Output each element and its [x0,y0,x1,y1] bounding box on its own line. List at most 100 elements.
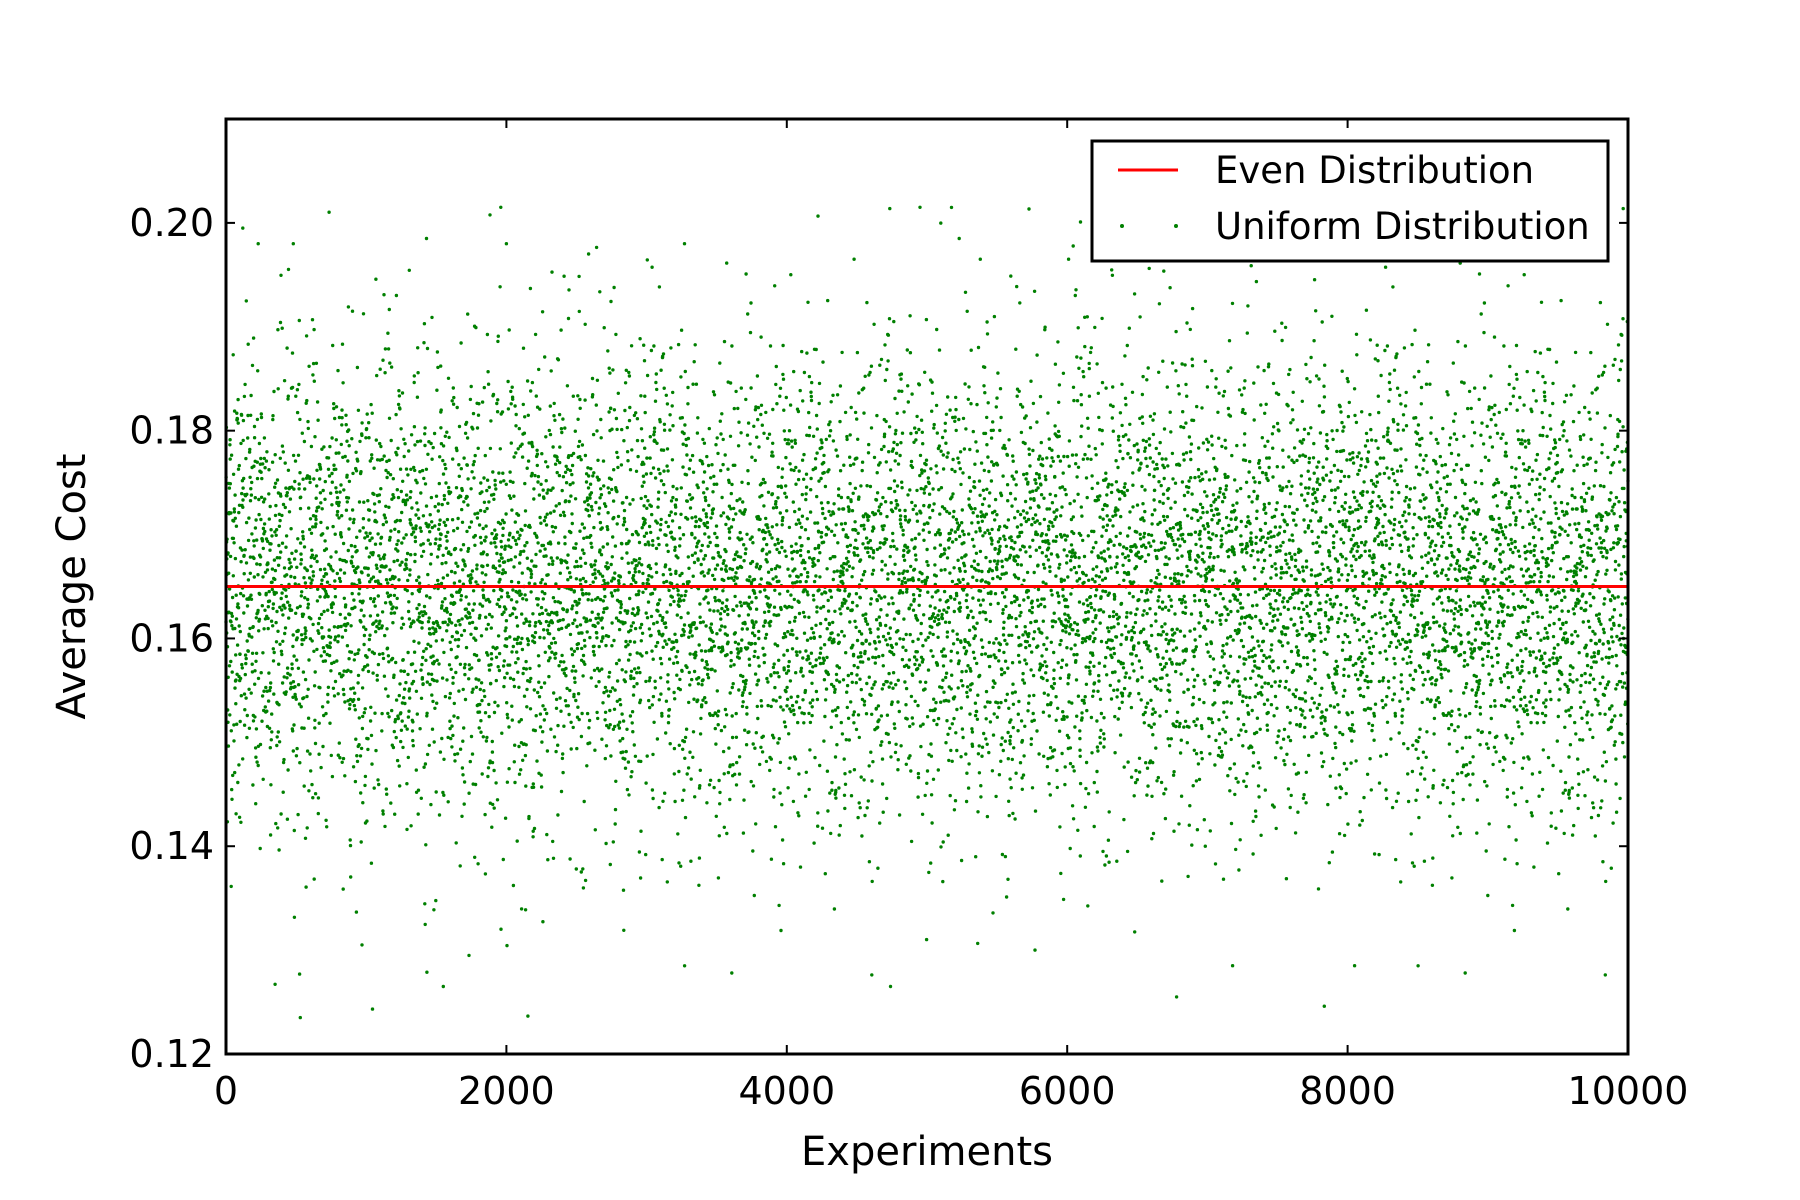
scatter-point [716,709,721,713]
scatter-point [383,371,387,375]
scatter-point [828,420,832,424]
scatter-point [463,564,467,568]
scatter-point [631,621,635,625]
scatter-point [373,510,377,514]
scatter-point [650,788,655,792]
scatter-point [343,628,348,633]
scatter-point [446,376,451,380]
scatter-point [322,574,326,579]
scatter-point [820,445,824,450]
scatter-point [474,638,478,642]
scatter-point [408,495,412,500]
scatter-point [550,621,555,625]
scatter-point [729,576,734,580]
scatter-point [856,531,860,535]
scatter-point [823,516,827,521]
scatter-point [460,520,465,524]
scatter-point [346,459,350,463]
scatter-point [749,301,753,305]
scatter-point [406,473,410,477]
scatter-point [301,477,305,481]
scatter-point [835,393,840,397]
scatter-point [656,609,660,613]
scatter-point [616,723,620,727]
scatter-point [854,538,858,542]
scatter-point [818,651,823,655]
scatter-point [822,658,826,662]
scatter-point [338,612,342,617]
scatter-point [543,591,547,596]
scatter-point [676,556,680,560]
scatter-point [812,556,816,561]
scatter-point [744,397,748,402]
scatter-point [809,398,814,403]
scatter-point [717,834,721,838]
scatter-point [815,697,820,702]
scatter-point [492,497,496,501]
scatter-point [348,517,352,521]
scatter-point [838,419,842,424]
scatter-point [382,454,386,458]
scatter-point [315,484,319,488]
scatter-point [654,546,659,551]
scatter-point [867,675,871,679]
scatter-point [570,669,574,673]
scatter-point [268,685,273,690]
scatter-point [533,332,538,337]
scatter-point [714,711,718,716]
scatter-point [864,612,868,616]
scatter-point [370,536,374,540]
scatter-point [386,581,390,585]
scatter-point [445,610,449,614]
scatter-point [462,802,466,806]
scatter-point [402,536,406,540]
scatter-point [510,718,514,722]
scatter-point [716,876,721,880]
scatter-point [683,423,687,427]
scatter-point [284,545,288,549]
scatter-point [721,648,725,653]
scatter-point [687,566,691,570]
scatter-point [498,577,502,582]
scatter-point [732,506,736,511]
scatter-point [422,322,427,326]
scatter-point [680,669,684,673]
scatter-point [905,590,909,594]
scatter-point [269,528,273,532]
scatter-point [462,726,466,730]
scatter-point [255,476,260,481]
scatter-point [912,655,917,659]
scatter-point [494,781,498,785]
scatter-point [406,578,410,583]
scatter-point [757,629,761,634]
scatter-point [759,577,763,581]
scatter-point [648,435,652,439]
scatter-point [443,597,447,601]
scatter-point [677,861,681,865]
scatter-point [605,542,610,546]
scatter-point [292,654,296,658]
scatter-point [519,550,523,554]
scatter-point [652,344,656,348]
scatter-point [298,417,302,422]
scatter-point [236,606,241,610]
scatter-point [923,793,927,798]
scatter-point [378,367,382,371]
scatter-point [746,421,751,425]
scatter-point [388,593,393,597]
scatter-point [742,543,746,547]
scatter-point [903,580,908,585]
scatter-point [354,737,358,741]
scatter-point [893,432,898,436]
scatter-point [601,599,605,603]
scatter-point [692,621,696,625]
scatter-point [310,639,314,643]
scatter-point [691,470,696,474]
scatter-point [809,636,813,640]
scatter-point [318,567,323,572]
scatter-point [846,673,850,678]
scatter-point [485,563,490,567]
scatter-point [347,707,352,711]
scatter-point [694,382,699,386]
scatter-point [632,676,636,680]
